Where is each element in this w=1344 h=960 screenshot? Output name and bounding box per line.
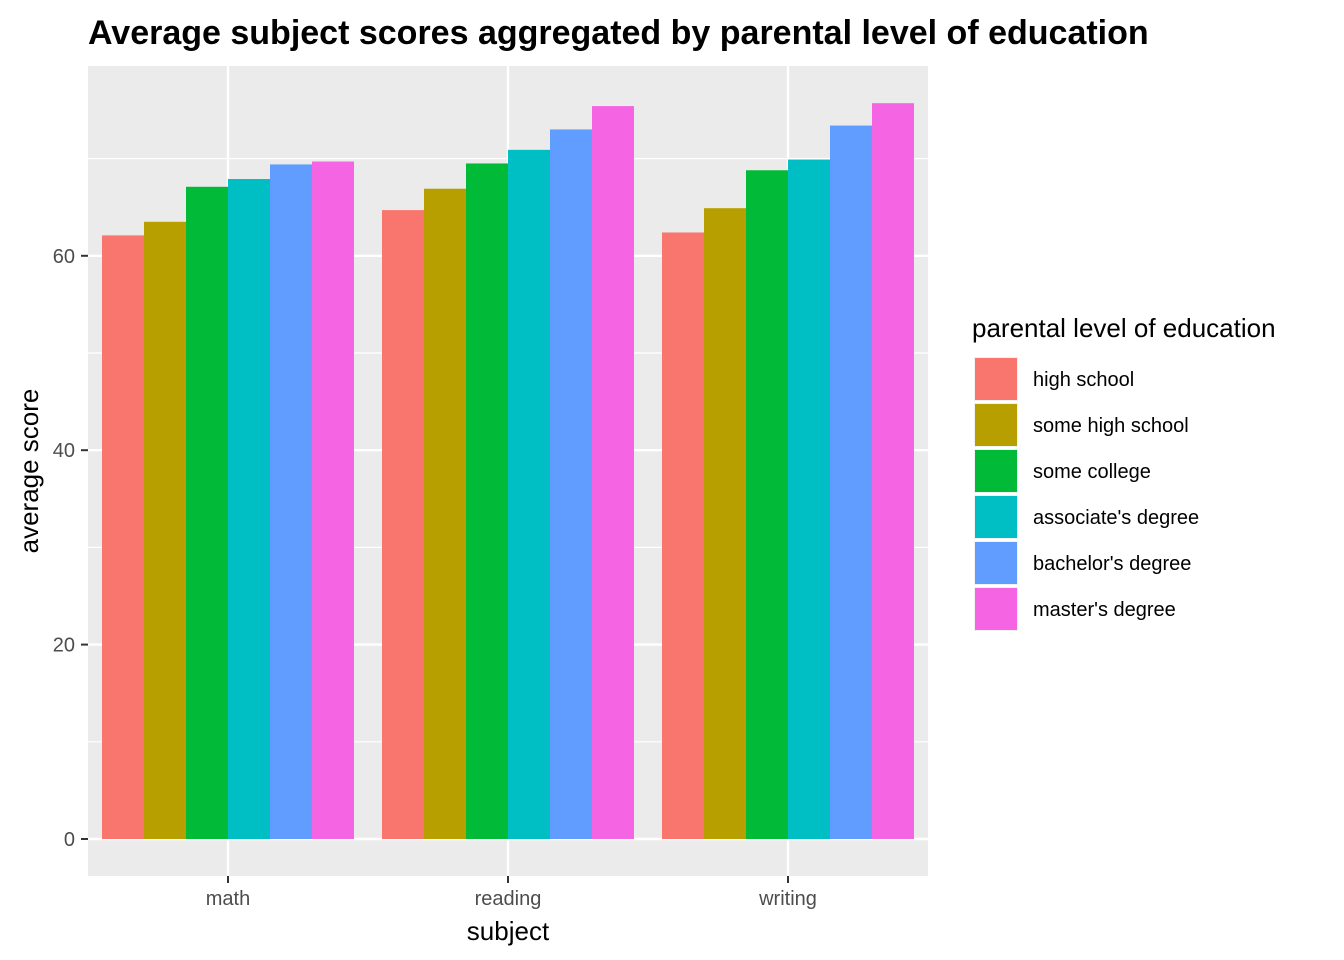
legend-label: some college bbox=[1033, 461, 1151, 483]
bar bbox=[872, 103, 914, 840]
bar bbox=[550, 129, 592, 839]
legend-label: bachelor's degree bbox=[1033, 553, 1191, 575]
x-tick-label: math bbox=[206, 888, 250, 910]
bar bbox=[746, 170, 788, 839]
legend-label: associate's degree bbox=[1033, 507, 1199, 529]
bar bbox=[592, 106, 634, 839]
legend-key bbox=[975, 496, 1017, 538]
bar bbox=[830, 125, 872, 839]
bar bbox=[662, 232, 704, 840]
bar bbox=[788, 159, 830, 839]
y-tick-label: 20 bbox=[53, 635, 75, 657]
bar bbox=[186, 186, 228, 840]
bar bbox=[424, 188, 466, 839]
chart-title: Average subject scores aggregated by par… bbox=[88, 14, 1149, 52]
legend-key bbox=[975, 542, 1017, 584]
y-tick-label: 0 bbox=[64, 829, 75, 851]
axes-group: 0 20 40 60 math reading writing bbox=[53, 246, 817, 910]
legend-label: high school bbox=[1033, 369, 1134, 391]
legend-key bbox=[975, 358, 1017, 400]
legend-label: master's degree bbox=[1033, 599, 1176, 621]
y-tick-label: 40 bbox=[53, 440, 75, 462]
y-tick-label: 60 bbox=[53, 246, 75, 268]
legend: parental level of education high school s… bbox=[972, 313, 1276, 631]
legend-key bbox=[975, 450, 1017, 492]
bar bbox=[144, 221, 186, 839]
bar bbox=[508, 149, 550, 840]
y-axis-title: average score bbox=[14, 389, 44, 554]
bars-group bbox=[102, 103, 914, 840]
legend-title: parental level of education bbox=[972, 313, 1276, 343]
bar bbox=[228, 179, 270, 840]
x-tick-label: reading bbox=[475, 888, 542, 910]
bar bbox=[102, 235, 144, 839]
legend-label: some high school bbox=[1033, 415, 1189, 437]
bar bbox=[466, 163, 508, 839]
x-tick-label: writing bbox=[758, 888, 817, 910]
bar bbox=[704, 208, 746, 839]
bar bbox=[270, 164, 312, 839]
bar bbox=[312, 161, 354, 840]
legend-key bbox=[975, 404, 1017, 446]
bar bbox=[382, 210, 424, 840]
x-axis-title: subject bbox=[467, 916, 550, 946]
legend-key bbox=[975, 588, 1017, 630]
